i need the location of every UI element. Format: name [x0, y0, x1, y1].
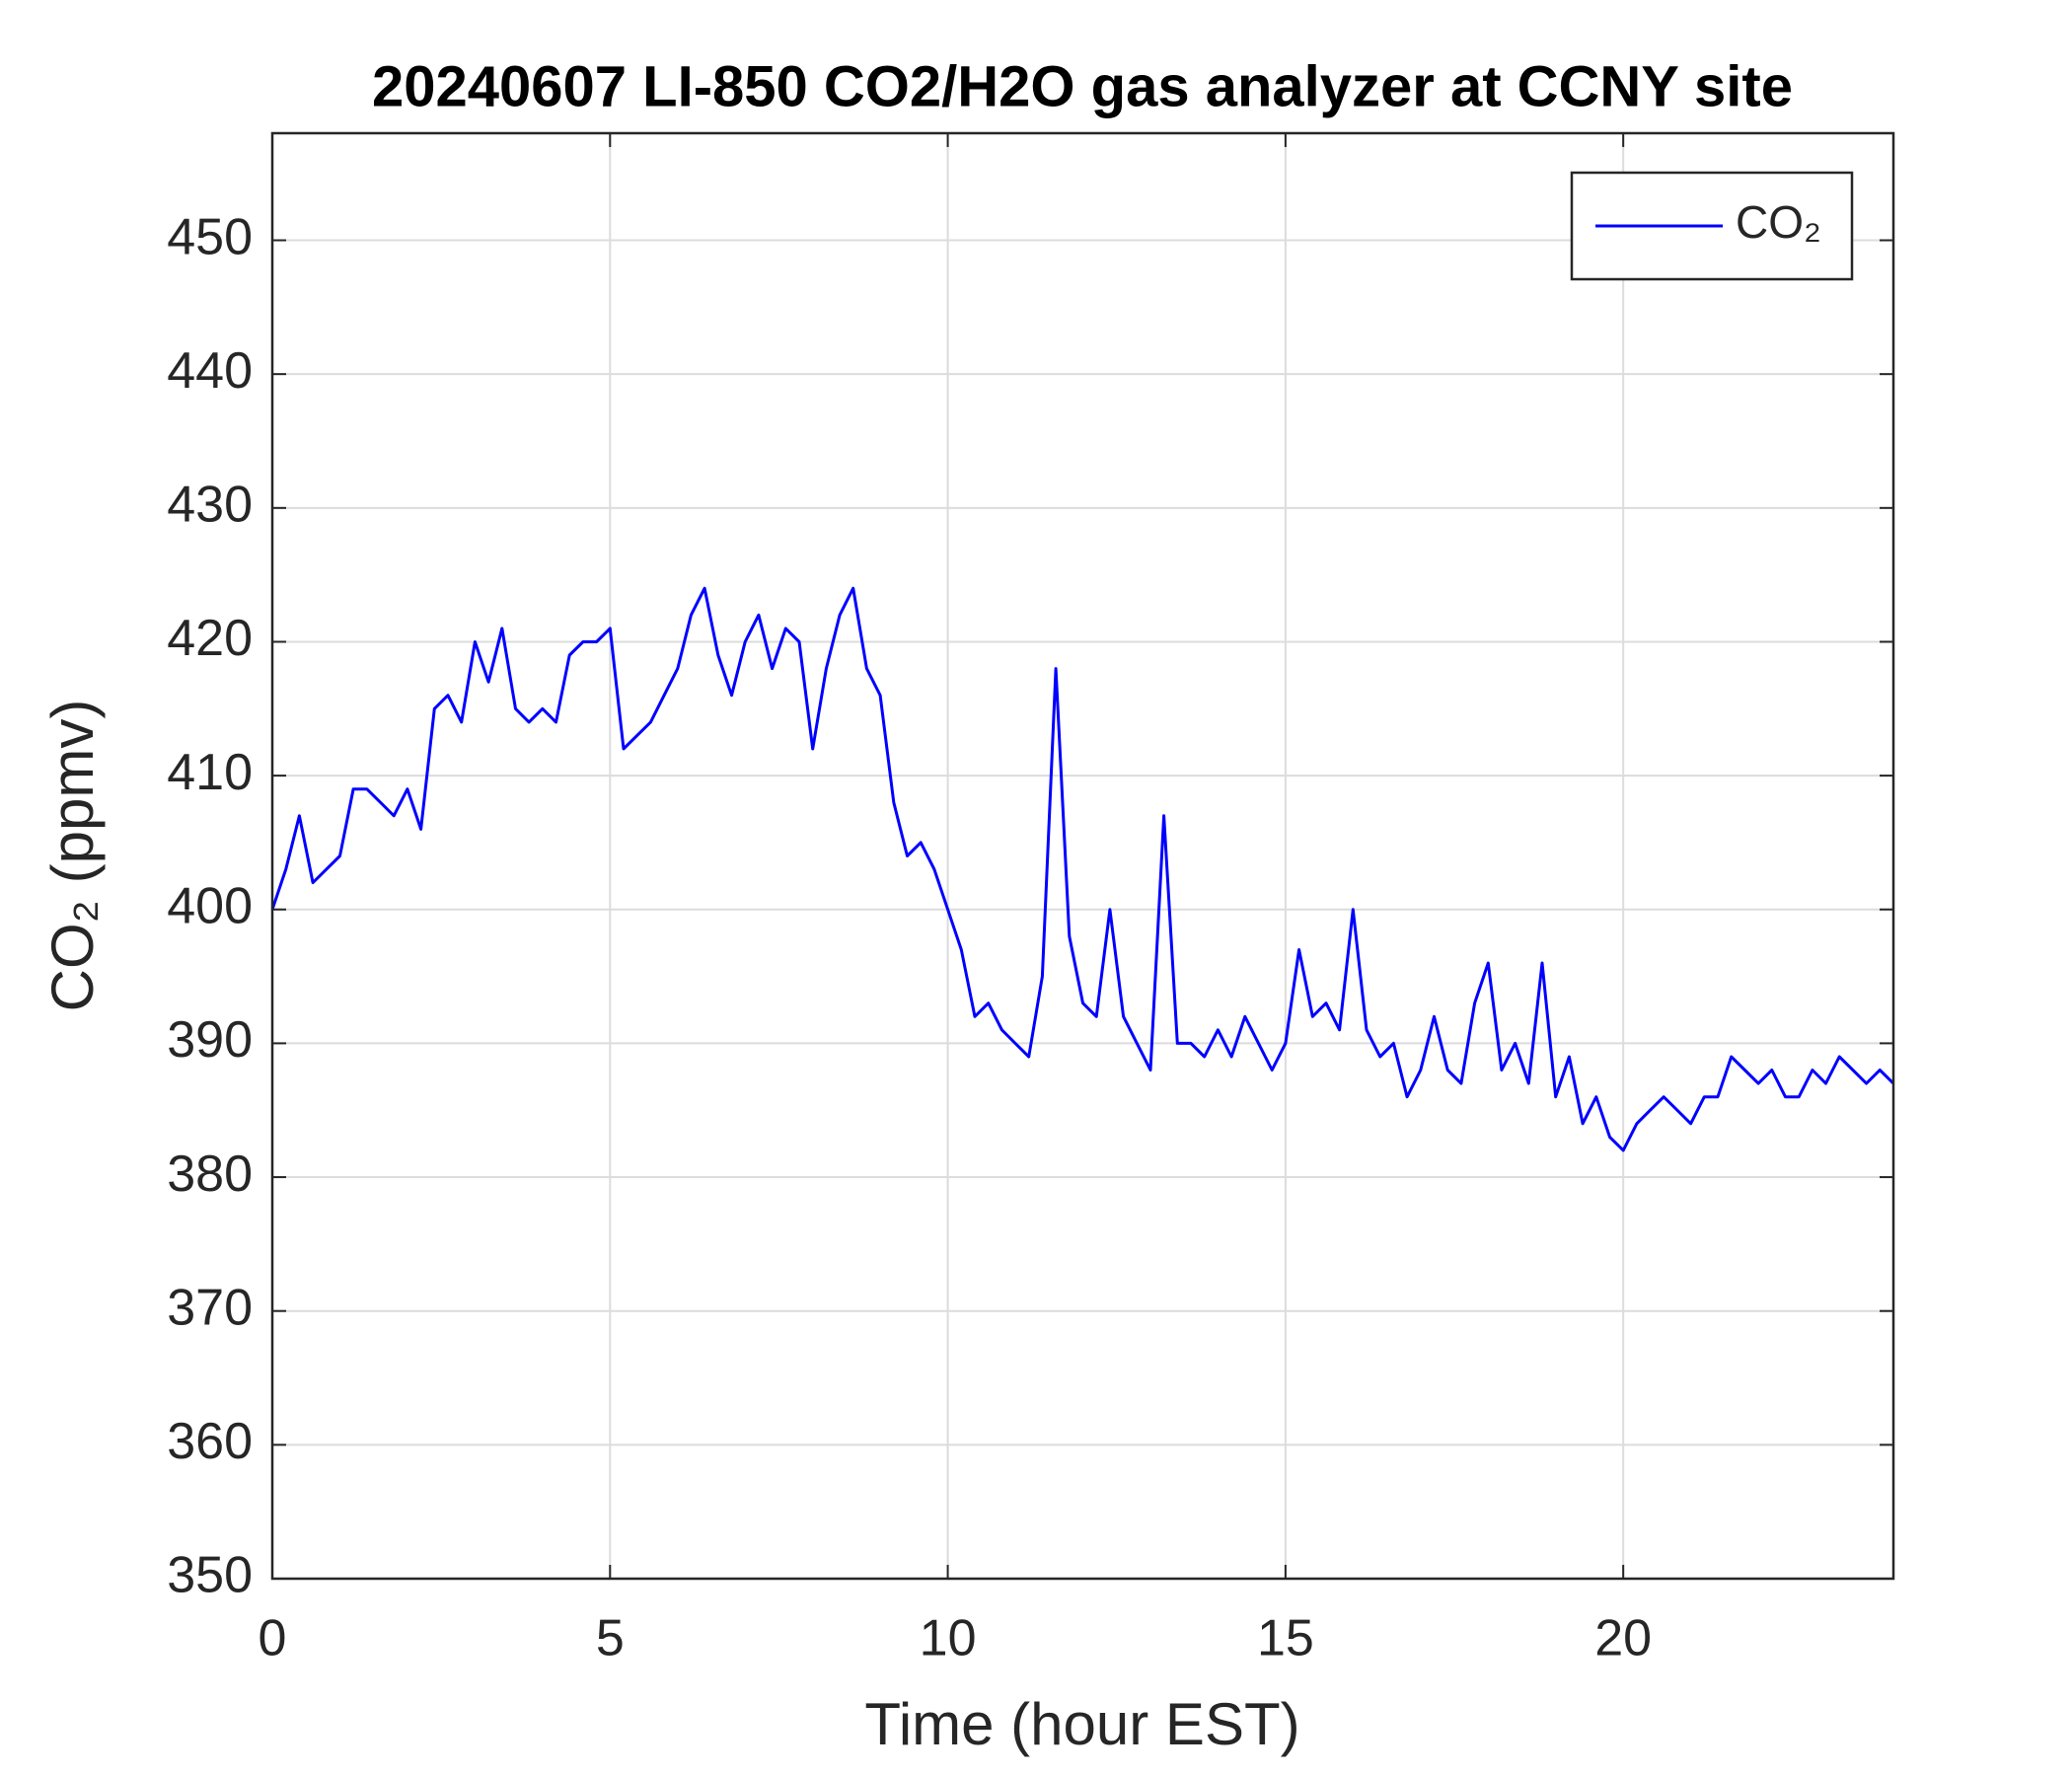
y-tick-label: 410: [167, 744, 253, 801]
x-tick-label: 15: [1257, 1610, 1314, 1667]
legend-label: CO₂: [1736, 196, 1821, 248]
y-tick-label: 390: [167, 1011, 253, 1069]
y-tick-label: 420: [167, 610, 253, 667]
plot-frame: [270, 131, 1895, 1581]
data-line: [270, 586, 1895, 1152]
y-axis-label: CO₂ (ppmv): [39, 700, 106, 1012]
x-axis-label: Time (hour EST): [864, 1691, 1299, 1757]
y-tick-label: 400: [167, 877, 253, 934]
chart-title: 20240607 LI-850 CO2/H2O gas analyzer at …: [372, 54, 1793, 118]
y-tick-label: 360: [167, 1413, 253, 1470]
x-tick-label: 10: [920, 1610, 977, 1667]
y-tick-label: 350: [167, 1547, 253, 1604]
y-tick-label: 440: [167, 342, 253, 400]
x-tick-label: 0: [259, 1610, 287, 1667]
y-tick-label: 450: [167, 208, 253, 265]
y-tick-label: 430: [167, 477, 253, 534]
y-tick-label: 370: [167, 1279, 253, 1336]
x-tick-label: 5: [596, 1610, 625, 1667]
y-tick-label: 380: [167, 1146, 253, 1203]
x-tick-label: 20: [1594, 1610, 1652, 1667]
